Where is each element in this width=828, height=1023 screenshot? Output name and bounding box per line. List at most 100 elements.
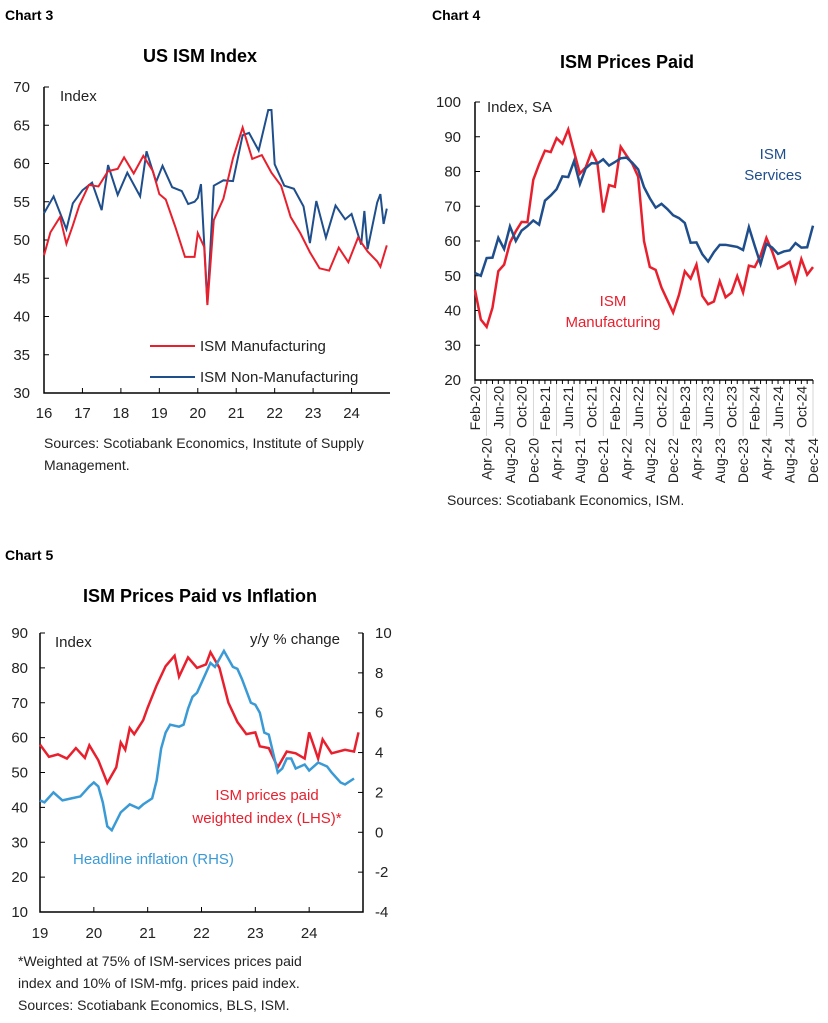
series-line-ism-manufacturing	[473, 125, 814, 330]
y-tick-label: 70	[13, 79, 30, 96]
x-tick-label: Jun-22	[630, 386, 646, 429]
y-tick-label-right: 0	[375, 824, 383, 841]
y-tick-label: 70	[444, 198, 461, 215]
chart-3: Chart 3 US ISM Index Index 30 35 40 45 50 55 6…	[5, 7, 390, 473]
y-tick-label: 50	[13, 232, 30, 249]
y-tick-label: 55	[13, 194, 30, 211]
x-tick-label: Jun-20	[490, 386, 506, 429]
chart-5-ylabel-right: y/y % change	[250, 631, 340, 648]
chart-3-label: Chart 3	[5, 7, 53, 23]
x-tick-label: Apr-23	[688, 438, 704, 480]
series-line-headline-inflation-rhs-	[39, 648, 355, 833]
y-tick-label-left: 80	[11, 660, 28, 677]
y-tick-label-left: 70	[11, 695, 28, 712]
y-tick-label-right: 10	[375, 625, 392, 642]
y-tick-label: 100	[436, 94, 461, 111]
x-tick-label: 22	[266, 405, 283, 422]
label-ism-services-2: Services	[744, 167, 802, 184]
y-tick-label: 35	[13, 347, 30, 364]
x-tick-label: 24	[301, 925, 318, 942]
y-tick-label: 50	[444, 268, 461, 285]
y-tick-label: 60	[13, 156, 30, 173]
series-line-ism-manufacturing	[43, 124, 388, 306]
y-tick-label-left: 40	[11, 799, 28, 816]
chart-5-label: Chart 5	[5, 547, 53, 563]
chart-4-source: Sources: Scotiabank Economics, ISM.	[447, 492, 684, 508]
x-tick-label: Feb-22	[607, 386, 623, 431]
axes	[39, 633, 364, 913]
y-tick-label-left: 90	[11, 625, 28, 642]
y-tick-label-left: 30	[11, 834, 28, 851]
x-tick-label: Apr-24	[758, 438, 774, 480]
x-tick-label: Aug-24	[782, 438, 798, 483]
chart-3-source-line-1: Sources: Scotiabank Economics, Institute…	[44, 435, 364, 451]
y-tick-label-left: 20	[11, 869, 28, 886]
x-tick-label: Dec-21	[595, 438, 611, 483]
x-tick-label: 19	[32, 925, 49, 942]
x-tick-label: 23	[305, 405, 322, 422]
chart-5-title: ISM Prices Paid vs Inflation	[83, 586, 317, 606]
label-ism-manufacturing-2: Manufacturing	[565, 314, 660, 331]
x-tick-label: Apr-22	[619, 438, 635, 480]
x-tick-label: 21	[228, 405, 245, 422]
x-tick-label: Aug-20	[502, 438, 518, 483]
x-tick-label: Aug-22	[642, 438, 658, 483]
x-tick-label: 19	[151, 405, 168, 422]
chart-5-ylabel-left: Index	[55, 634, 92, 651]
y-tick-label-right: 4	[375, 745, 383, 762]
y-tick-label: 40	[13, 309, 30, 326]
chart-5-footnote-2: index and 10% of ISM-mfg. prices paid in…	[18, 975, 300, 991]
x-tick-label: Dec-24	[805, 438, 821, 483]
label-ism-weighted-2: weighted index (LHS)*	[191, 810, 341, 827]
y-tick-label: 80	[444, 164, 461, 181]
label-ism-manufacturing-1: ISM	[600, 293, 627, 310]
y-tick-label: 30	[444, 337, 461, 354]
x-tick-label: Oct-22	[653, 386, 669, 428]
chart-4-title: ISM Prices Paid	[560, 52, 694, 72]
y-tick-label: 20	[444, 372, 461, 389]
y-tick-label: 45	[13, 270, 30, 287]
chart-3-ylabel: Index	[60, 88, 97, 105]
x-tick-label: Feb-21	[537, 386, 553, 431]
y-tick-label: 65	[13, 117, 30, 134]
label-ism-weighted-1: ISM prices paid	[215, 787, 318, 804]
x-tick-label: Feb-20	[467, 386, 483, 431]
chart-5-footnote-3: Sources: Scotiabank Economics, BLS, ISM.	[18, 997, 290, 1013]
label-headline-inflation: Headline inflation (RHS)	[73, 851, 234, 868]
x-tick-label: Aug-21	[572, 438, 588, 483]
x-tick-label: Apr-20	[479, 438, 495, 480]
y-tick-label: 30	[13, 385, 30, 402]
x-tick-label: 22	[193, 925, 210, 942]
x-tick-label: Dec-20	[525, 438, 541, 483]
chart-5: Chart 5 ISM Prices Paid vs Inflation Ind…	[5, 547, 392, 1013]
chart-4-ylabel: Index, SA	[487, 99, 552, 116]
y-tick-label-left: 50	[11, 765, 28, 782]
x-tick-label: Apr-21	[549, 438, 565, 480]
x-tick-label: Oct-20	[514, 386, 530, 428]
x-tick-label: Dec-22	[665, 438, 681, 483]
chart-5-footnote-1: *Weighted at 75% of ISM-services prices …	[18, 953, 302, 969]
x-tick-label: Jun-23	[700, 386, 716, 429]
x-tick-label: 20	[189, 405, 206, 422]
x-tick-label: 17	[74, 405, 91, 422]
series-line-ism-services	[474, 156, 815, 278]
chart-4: Chart 4 ISM Prices Paid Index, SA 20 30 40…	[432, 7, 821, 508]
y-tick-label-right: 6	[375, 705, 383, 722]
x-tick-label: 24	[343, 405, 360, 422]
x-tick-label: 20	[85, 925, 102, 942]
y-tick-label-right: -2	[375, 864, 388, 881]
x-tick-label: Oct-23	[723, 386, 739, 428]
y-tick-label: 40	[444, 303, 461, 320]
y-tick-label-left: 60	[11, 730, 28, 747]
legend-ism-manufacturing: ISM Manufacturing	[200, 338, 326, 355]
y-tick-label-right: 2	[375, 784, 383, 801]
x-tick-label: 18	[113, 405, 130, 422]
chart-3-source-line-2: Management.	[44, 457, 130, 473]
y-tick-label-right: 8	[375, 665, 383, 682]
y-tick-label-right: -4	[375, 904, 388, 921]
x-tick-label: Aug-23	[712, 438, 728, 483]
x-tick-label: 23	[247, 925, 264, 942]
series-line-ism-prices-paid-weighted-index-lhs-	[38, 649, 360, 786]
x-tick-label: Oct-24	[793, 386, 809, 428]
